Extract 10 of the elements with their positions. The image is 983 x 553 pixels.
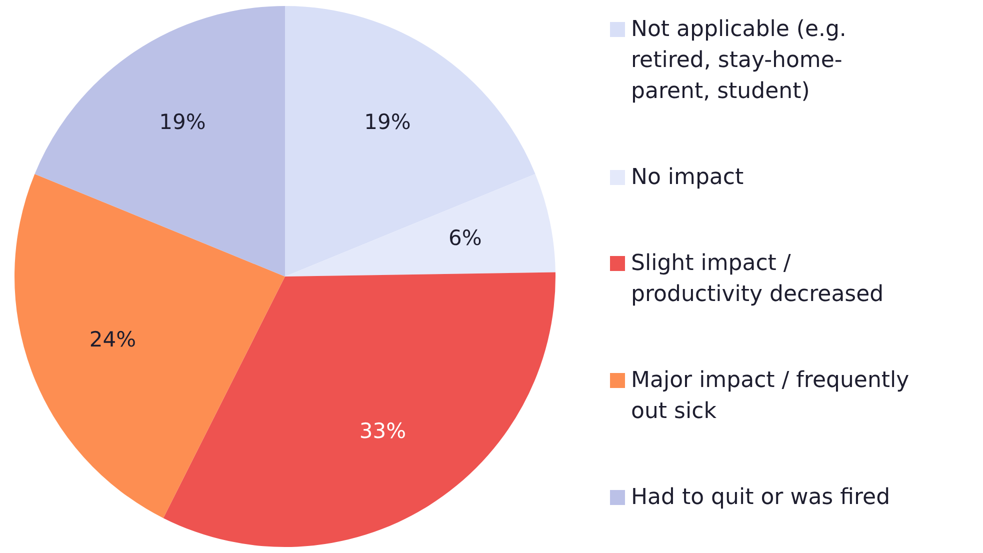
legend-label: Not applicable (e.g. retired, stay-home-parent, student) [631, 16, 848, 106]
legend-label: Major impact / frequently out sick [631, 367, 910, 426]
data-label: 24% [89, 327, 136, 352]
legend-label: No impact [631, 164, 744, 192]
data-label: 6% [448, 226, 482, 250]
data-label: 19% [364, 110, 411, 134]
data-label: 19% [159, 110, 206, 134]
legend-label: Slight impact / productivity decreased [631, 250, 885, 309]
legend-label: Had to quit or was fired [631, 484, 890, 512]
data-label: 33% [359, 418, 406, 443]
